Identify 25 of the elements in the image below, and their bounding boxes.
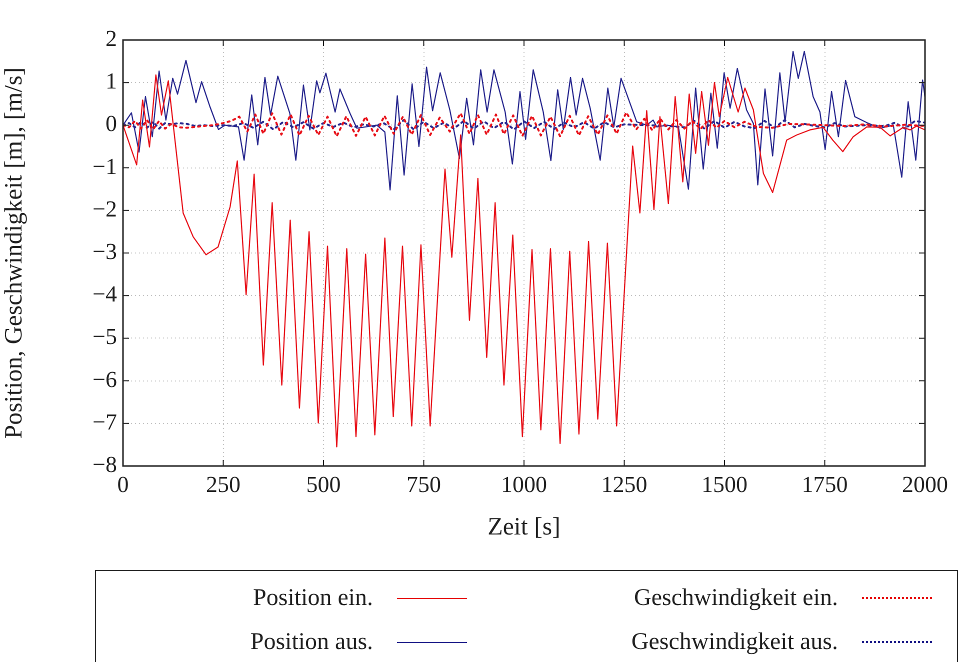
y-axis-title: Position, Geschwindigkeit [m], [m/s]	[0, 67, 28, 439]
y-tick-label: 0	[106, 111, 117, 136]
y-tick-label: 1	[106, 68, 117, 94]
x-tick-label: 1750	[802, 472, 848, 497]
y-tick-label: −6	[92, 366, 117, 392]
x-tick-label: 1250	[601, 472, 648, 497]
y-tick-label: −4	[92, 282, 118, 307]
legend-label: Position aus.	[249, 628, 374, 656]
y-tick-label: −8	[92, 452, 117, 478]
legend-label: Geschwindigkeit ein.	[633, 584, 839, 612]
x-tick-label: 750	[406, 472, 441, 497]
y-tick-label: −1	[92, 154, 117, 179]
x-tick-label: 2000	[902, 472, 948, 497]
x-tick-label: 1500	[702, 472, 748, 497]
y-tick-label: 2	[106, 26, 117, 52]
y-tick-label: −2	[92, 196, 117, 222]
legend-label: Position ein.	[252, 584, 374, 612]
y-tick-label: −3	[92, 239, 117, 264]
legend-label: Geschwindigkeit aus.	[630, 628, 839, 656]
x-tick-label: 500	[306, 472, 341, 497]
x-tick-label: 250	[206, 472, 240, 497]
y-tick-label: −7	[92, 409, 117, 434]
x-tick-label: 1000	[501, 472, 547, 497]
y-tick-label: −5	[92, 324, 117, 350]
x-axis-title: Zeit [s]	[488, 514, 560, 541]
